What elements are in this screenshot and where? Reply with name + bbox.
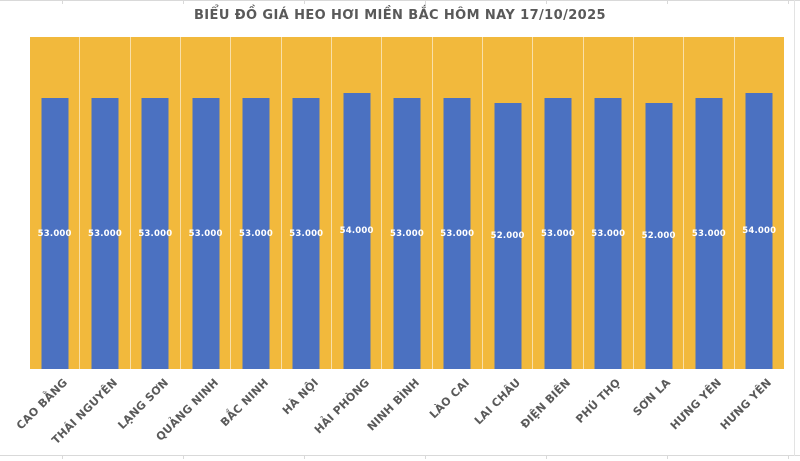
price-bar: 53.000 <box>591 98 625 369</box>
spreadsheet-gridline-tick <box>304 0 305 4</box>
data-label: 53.000 <box>591 228 626 239</box>
price-bar: 53.000 <box>138 98 172 369</box>
data-label: 53.000 <box>389 228 424 239</box>
spreadsheet-gridline-bottom <box>0 455 800 456</box>
x-axis-labels: CAO BẰNG THÁI NGUYÊN LẠNG SƠN QUẢNG NINH BẮC… <box>0 376 800 456</box>
spreadsheet-gridline-tick <box>62 455 63 459</box>
category-cell: 52.000 <box>634 37 685 369</box>
price-bar: 53.000 <box>239 98 273 369</box>
spreadsheet-gridline-tick <box>546 0 547 4</box>
category-cell: 54.000 <box>735 37 784 369</box>
category-cell: 53.000 <box>231 37 282 369</box>
data-label: 53.000 <box>289 228 324 239</box>
category-cell: 53.000 <box>181 37 232 369</box>
category-cell: 53.000 <box>433 37 483 369</box>
spreadsheet-gridline-tick <box>183 455 184 459</box>
data-label: 53.000 <box>87 228 122 239</box>
spreadsheet-gridline-tick <box>183 0 184 4</box>
category-cell: 52.000 <box>483 37 534 369</box>
spreadsheet-gridline-tick <box>667 455 668 459</box>
price-bar: 53.000 <box>692 98 726 369</box>
spreadsheet-gridline-tick <box>304 455 305 459</box>
price-bar: 53.000 <box>88 98 122 369</box>
data-label: 53.000 <box>440 228 475 239</box>
data-label: 53.000 <box>138 228 173 239</box>
category-cell: 53.000 <box>80 37 131 369</box>
category-cell: 53.000 <box>684 37 735 369</box>
spreadsheet-gridline-tick <box>425 0 426 4</box>
data-label: 52.000 <box>641 231 676 242</box>
category-cell: 53.000 <box>584 37 634 369</box>
spreadsheet-gridline-tick <box>788 0 789 4</box>
spreadsheet-gridline-tick <box>62 0 63 4</box>
price-bar: 54.000 <box>340 93 373 369</box>
category-cell: 53.000 <box>533 37 584 369</box>
spreadsheet-gridline-tick <box>425 455 426 459</box>
category-cell: 53.000 <box>282 37 332 369</box>
price-bar: 53.000 <box>189 98 222 369</box>
price-bar: 53.000 <box>38 98 71 369</box>
data-label: 53.000 <box>691 228 726 239</box>
data-label: 54.000 <box>742 226 777 237</box>
price-bar: 54.000 <box>742 93 776 369</box>
spreadsheet-gridline-tick <box>546 455 547 459</box>
data-label: 54.000 <box>339 226 374 237</box>
price-bar: 52.000 <box>642 103 675 369</box>
x-axis-label: CAO BẰNG <box>14 376 71 433</box>
category-cell: 53.000 <box>131 37 181 369</box>
category-cell: 54.000 <box>332 37 383 369</box>
data-label: 52.000 <box>490 231 525 242</box>
category-cell: 53.000 <box>382 37 433 369</box>
price-bar: 53.000 <box>541 98 575 369</box>
price-bar: 52.000 <box>491 103 524 369</box>
data-label: 53.000 <box>238 228 273 239</box>
data-label: 53.000 <box>37 228 72 239</box>
price-bar: 53.000 <box>289 98 323 369</box>
plot-area: 53.000 53.000 53.000 53.000 53.000 53.000 54.0… <box>30 37 784 369</box>
data-label: 53.000 <box>188 228 223 239</box>
spreadsheet-gridline-right <box>794 0 795 456</box>
spreadsheet-gridline-tick <box>667 0 668 4</box>
spreadsheet-gridline-top <box>0 0 800 1</box>
spreadsheet-gridline-tick <box>788 455 789 459</box>
chart-title: BIỂU ĐỒ GIÁ HEO HƠI MIỀN BẮC HÔM NAY 17/… <box>194 8 606 23</box>
price-bar: 53.000 <box>440 98 474 369</box>
price-bar: 53.000 <box>390 98 424 369</box>
category-cell: 53.000 <box>30 37 81 369</box>
data-label: 53.000 <box>540 228 575 239</box>
